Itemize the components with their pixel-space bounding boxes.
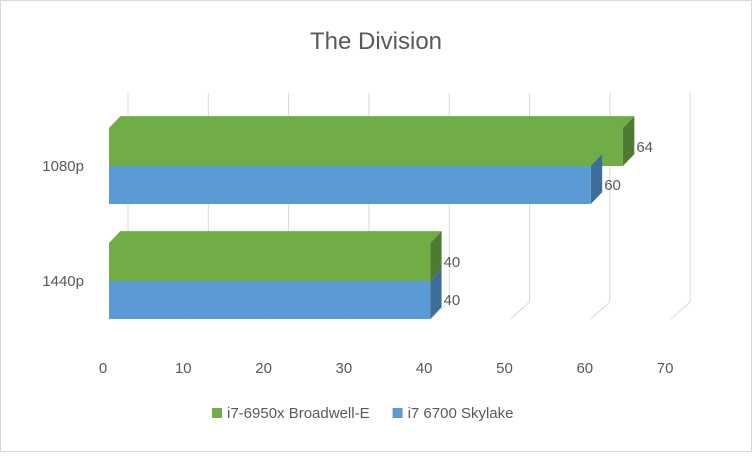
data-labels: 64 60 40 40 [444,139,653,309]
x-tick-label: 60 [576,360,593,377]
gridline-floor [510,301,530,320]
bars [109,116,635,319]
chart-title: The Division [310,28,442,55]
bar [109,231,442,281]
bar [109,154,603,204]
legend: i7-6950x Broadwell-E i7 6700 Skylake [212,405,513,422]
legend-item: i7 6700 Skylake [392,405,514,422]
gridline-floor [670,301,691,320]
x-tick-label: 70 [657,360,674,377]
bar [109,269,442,319]
bar-side-face [430,231,442,281]
legend-swatch [392,408,403,418]
bar-side-face [622,116,635,166]
legend-item: i7-6950x Broadwell-E [212,405,370,422]
category-labels: 1080p 1440p [42,158,84,290]
data-label: 64 [636,139,653,156]
x-tick-label: 30 [336,360,353,377]
x-axis-ticks: 0 10 20 30 40 50 60 70 [99,360,674,377]
bar-front-face [109,281,431,319]
bar-top-face [109,231,442,243]
x-tick-label: 10 [175,360,192,377]
bar-side-face [590,154,603,204]
bar-top-face [109,116,635,128]
data-label: 40 [444,292,461,309]
bar [109,116,635,166]
bar-side-face [430,269,442,319]
x-tick-label: 0 [99,360,107,377]
legend-swatch [212,408,222,418]
category-label: 1080p [42,158,84,175]
x-tick-label: 20 [255,360,272,377]
bar-front-face [109,128,623,166]
bar-front-face [109,243,431,281]
category-label: 1440p [42,273,84,290]
gridline-floor [590,301,611,320]
x-tick-label: 40 [416,360,433,377]
data-label: 40 [444,254,461,271]
legend-label: i7-6950x Broadwell-E [227,405,370,422]
legend-label: i7 6700 Skylake [408,405,514,422]
gridline-floor [429,301,450,320]
data-label: 60 [604,177,621,194]
bar-front-face [109,166,591,204]
x-tick-label: 50 [496,360,513,377]
